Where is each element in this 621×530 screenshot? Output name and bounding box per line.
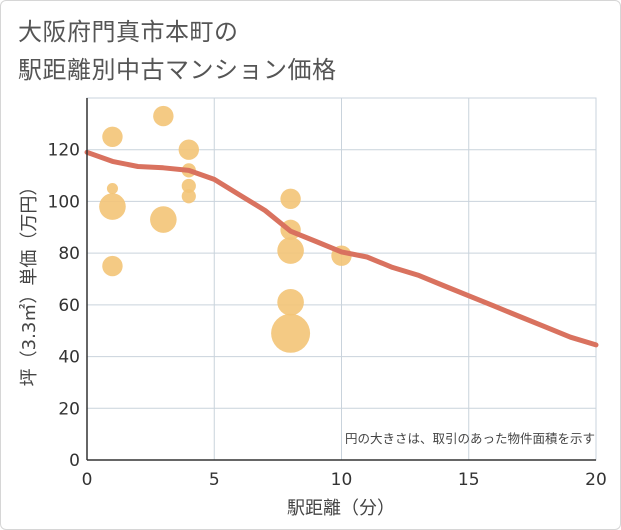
chart-title-line-1: 大阪府門真市本町の: [18, 18, 239, 46]
bubble: [277, 237, 304, 264]
bubble-size-note: 円の大きさは、取引のあった物件面積を示す: [345, 431, 595, 446]
y-tick-label: 40: [58, 348, 80, 368]
bubble: [178, 139, 199, 160]
x-axis-label: 駅距離（分）: [287, 498, 395, 519]
chart-title-line-2: 駅距離別中古マンション価格: [18, 56, 337, 84]
trend-series: [84, 149, 599, 348]
axes: 0 5 10 15 20 0 20 40 60 80 100 120: [48, 98, 607, 490]
grid-lines: [86, 97, 597, 461]
bubble: [181, 178, 196, 194]
x-tick-label: 10: [331, 470, 353, 490]
bubble: [153, 105, 174, 127]
bubble: [280, 188, 301, 210]
trend-line: [84, 149, 599, 348]
bubble: [102, 126, 123, 147]
bubble: [106, 182, 118, 195]
bubble: [150, 206, 177, 233]
bubble: [181, 189, 196, 204]
bubble: [102, 255, 123, 277]
bubble: [99, 193, 126, 220]
x-tick-label: 15: [458, 470, 480, 490]
y-tick-label: 20: [58, 399, 80, 419]
y-tick-label: 100: [48, 192, 80, 212]
x-tick-label: 20: [585, 470, 607, 490]
y-tick-label: 80: [58, 244, 80, 264]
bubble: [277, 288, 304, 316]
bubble: [271, 313, 311, 353]
y-tick-label: 120: [48, 141, 80, 161]
bubble-series: [99, 105, 352, 353]
y-tick-label: 0: [69, 451, 80, 471]
y-axis-label: 坪（3.3㎡）単価（万円）: [18, 178, 40, 387]
x-tick-label: 5: [209, 470, 220, 490]
x-tick-label: 0: [82, 470, 93, 490]
y-tick-label: 60: [58, 296, 80, 316]
